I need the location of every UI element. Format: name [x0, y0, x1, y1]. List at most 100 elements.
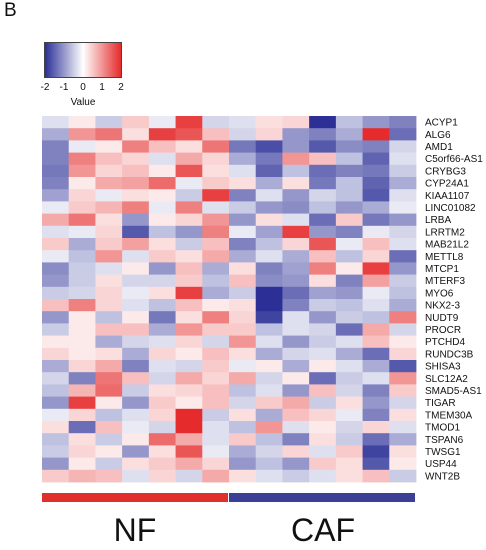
- heatmap-cell: [68, 360, 96, 373]
- heatmap-cell: [389, 323, 417, 336]
- heatmap-cell: [229, 116, 257, 129]
- legend-gradient-bar: [44, 42, 122, 78]
- heatmap-cell: [229, 250, 257, 263]
- heatmap-cell: [148, 457, 176, 471]
- heatmap-cell: [362, 335, 390, 349]
- heatmap-cell: [389, 396, 417, 410]
- heatmap-cell: [362, 177, 390, 190]
- row-label: SLC12A2: [425, 374, 468, 385]
- heatmap-cell: [335, 152, 363, 166]
- heatmap-cell: [175, 360, 203, 373]
- heatmap-cell: [389, 360, 417, 373]
- heatmap-cell: [255, 457, 283, 471]
- heatmap-cell: [362, 445, 390, 458]
- heatmap-cell: [68, 128, 96, 141]
- heatmap-cell: [335, 164, 363, 178]
- heatmap-cell: [148, 299, 176, 312]
- heatmap-cell: [335, 396, 363, 410]
- heatmap-cell: [95, 421, 123, 434]
- heatmap-cell: [282, 238, 310, 251]
- heatmap-cell: [175, 469, 203, 483]
- row-label: PTCHD4: [425, 337, 465, 348]
- row-label: MYO6: [425, 288, 454, 299]
- group-label-caf: CAF: [291, 512, 355, 548]
- heatmap-cell: [68, 238, 96, 251]
- heatmap-cell: [42, 128, 70, 141]
- heatmap-cell: [148, 469, 176, 483]
- heatmap-cell: [122, 225, 150, 239]
- heatmap-cell: [255, 360, 283, 373]
- heatmap-cell: [122, 201, 150, 214]
- heatmap-cell: [309, 164, 337, 178]
- row-label: METTL8: [425, 252, 464, 263]
- heatmap-cell: [175, 457, 203, 471]
- heatmap-cell: [42, 274, 70, 288]
- heatmap-cell: [335, 408, 363, 422]
- heatmap-cell: [202, 372, 230, 385]
- row-label: LINC01082: [425, 203, 476, 214]
- heatmap-cell: [229, 408, 257, 422]
- row-label: TWSG1: [425, 447, 461, 458]
- heatmap-cell: [122, 408, 150, 422]
- heatmap-cell: [229, 238, 257, 251]
- heatmap-cell: [282, 213, 310, 227]
- row-label: CYP24A1: [425, 179, 469, 190]
- row-label: AMD1: [425, 142, 453, 153]
- heatmap-cell: [229, 335, 257, 349]
- heatmap-cell: [42, 347, 70, 361]
- heatmap-cell: [309, 189, 337, 202]
- heatmap-cell: [255, 250, 283, 263]
- heatmap-cell: [282, 299, 310, 312]
- heatmap-cell: [362, 201, 390, 214]
- heatmap-cell: [282, 421, 310, 434]
- heatmap-cell: [202, 396, 230, 410]
- heatmap-cell: [95, 262, 123, 275]
- heatmap-cell: [389, 347, 417, 361]
- heatmap-cell: [335, 445, 363, 458]
- heatmap-cell: [362, 250, 390, 263]
- heatmap-cell: [229, 372, 257, 385]
- heatmap-cell: [95, 189, 123, 202]
- heatmap-cell: [335, 225, 363, 239]
- heatmap-cell: [255, 384, 283, 397]
- heatmap-cell: [68, 274, 96, 288]
- heatmap-cell: [335, 360, 363, 373]
- heatmap-cell: [229, 177, 257, 190]
- heatmap-cell: [362, 469, 390, 483]
- heatmap-cell: [175, 238, 203, 251]
- heatmap-cell: [389, 201, 417, 214]
- heatmap-cell: [389, 274, 417, 288]
- heatmap-cell: [202, 201, 230, 214]
- heatmap-cell: [42, 469, 70, 483]
- heatmap-cell: [95, 396, 123, 410]
- heatmap-cell: [175, 335, 203, 349]
- heatmap-cell: [95, 408, 123, 422]
- heatmap-cell: [362, 347, 390, 361]
- heatmap-cell: [68, 323, 96, 336]
- heatmap-cell: [362, 457, 390, 471]
- heatmap-cell: [95, 335, 123, 349]
- heatmap-cell: [148, 128, 176, 141]
- heatmap-cell: [148, 213, 176, 227]
- heatmap-cell: [148, 116, 176, 129]
- heatmap-cell: [255, 274, 283, 288]
- heatmap-cell: [255, 299, 283, 312]
- heatmap-cell: [202, 445, 230, 458]
- heatmap-cell: [202, 213, 230, 227]
- heatmap-cell: [255, 311, 283, 324]
- heatmap-cell: [148, 286, 176, 300]
- heatmap-cell: [389, 116, 417, 129]
- heatmap-cell: [148, 238, 176, 251]
- heatmap-cell: [95, 286, 123, 300]
- heatmap-cell: [282, 152, 310, 166]
- heatmap-cell: [202, 225, 230, 239]
- heatmap-cell: [229, 457, 257, 471]
- heatmap-cell: [175, 347, 203, 361]
- heatmap-cell: [148, 177, 176, 190]
- heatmap-cell: [175, 250, 203, 263]
- row-label: SMAD5-AS1: [425, 386, 482, 397]
- heatmap-cell: [202, 433, 230, 446]
- heatmap-cell: [175, 225, 203, 239]
- heatmap-cell: [68, 347, 96, 361]
